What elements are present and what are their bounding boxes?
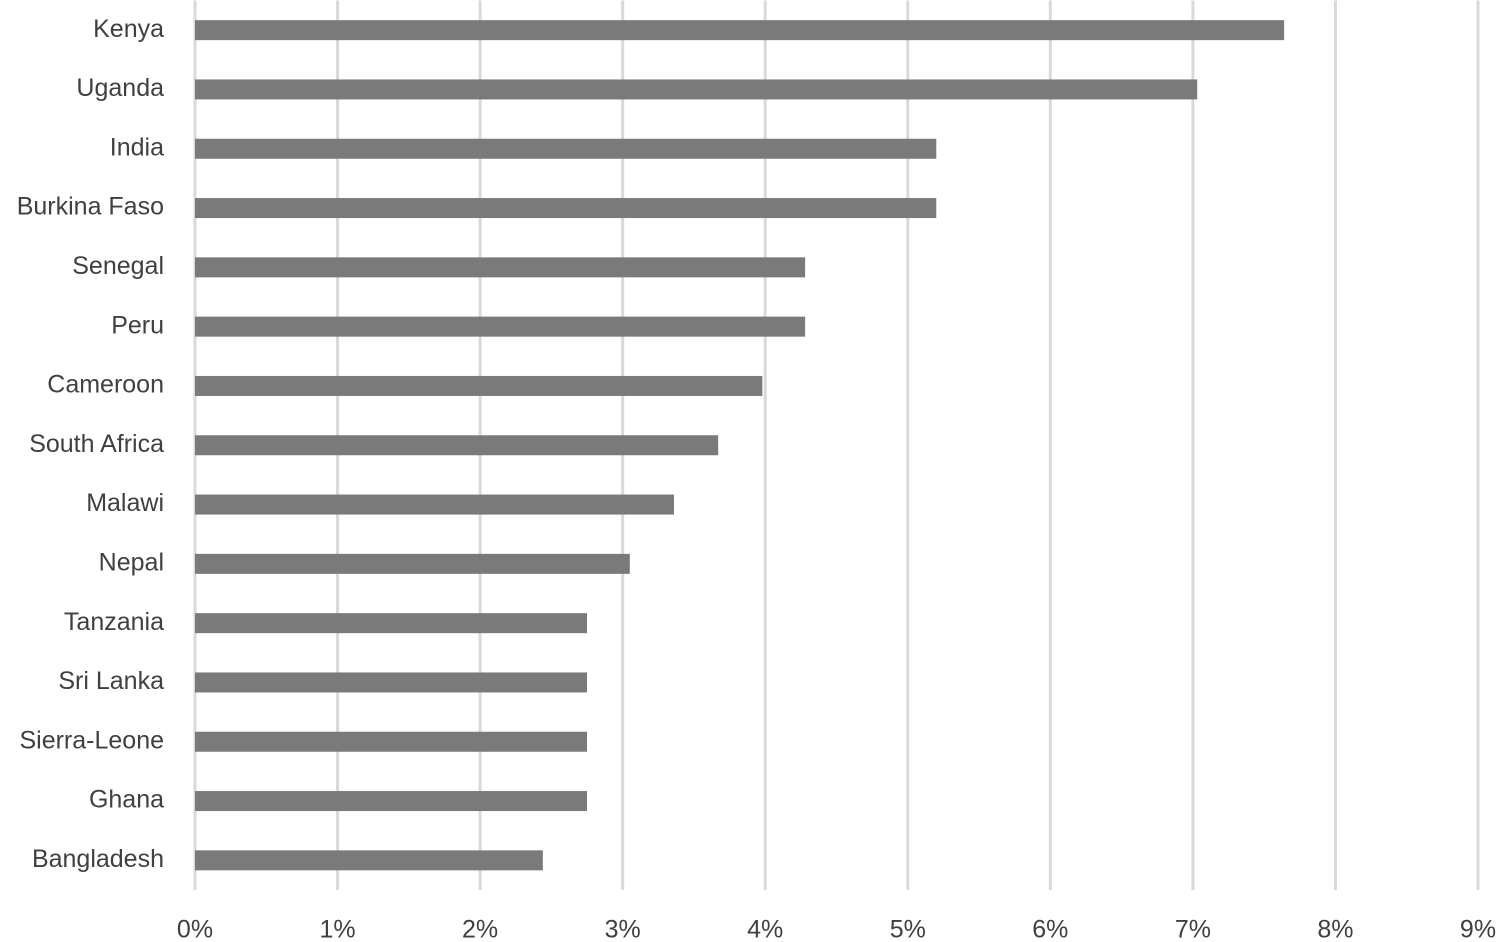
bar <box>195 553 630 574</box>
y-tick-label: Ghana <box>89 786 164 814</box>
bar <box>195 494 674 515</box>
x-tick-label: 6% <box>1032 916 1068 942</box>
y-tick-label: Kenya <box>93 15 164 43</box>
x-tick-label: 0% <box>177 916 213 942</box>
bar <box>195 138 937 159</box>
y-tick-label: Nepal <box>99 548 164 576</box>
y-tick-label: Uganda <box>76 74 164 102</box>
x-tick-label: 1% <box>319 916 355 942</box>
bar <box>195 850 543 871</box>
y-tick-label: Peru <box>111 311 164 339</box>
x-tick-label: 7% <box>1175 916 1211 942</box>
y-tick-label: Burkina Faso <box>17 193 164 221</box>
bar <box>195 672 588 693</box>
y-tick-label: Cameroon <box>47 371 164 399</box>
x-tick-label: 4% <box>747 916 783 942</box>
x-tick-label: 2% <box>462 916 498 942</box>
x-tick-label: 5% <box>890 916 926 942</box>
bar <box>195 791 588 812</box>
y-tick-label: India <box>110 133 164 161</box>
y-tick-label: Sierra-Leone <box>19 726 164 754</box>
bar <box>195 435 719 456</box>
y-tick-label: Tanzania <box>64 608 164 636</box>
y-tick-label: Bangladesh <box>32 845 164 873</box>
x-tick-label: 8% <box>1317 916 1353 942</box>
y-tick-label: Sri Lanka <box>58 667 164 695</box>
y-tick-label: South Africa <box>29 430 164 458</box>
x-tick-label: 3% <box>605 916 641 942</box>
bar <box>195 198 937 219</box>
bar <box>195 316 806 337</box>
bar <box>195 613 588 634</box>
bar <box>195 257 806 278</box>
bar <box>195 79 1198 100</box>
bar <box>195 375 763 396</box>
y-tick-label: Malawi <box>86 489 164 517</box>
y-tick-label: Senegal <box>72 252 164 280</box>
x-tick-label: 9% <box>1460 916 1496 942</box>
bar <box>195 20 1285 41</box>
bar <box>195 731 588 752</box>
